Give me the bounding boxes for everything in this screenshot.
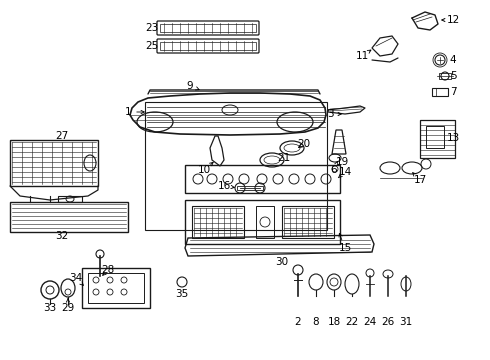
Text: 4: 4: [450, 55, 456, 65]
Bar: [256, 206, 274, 238]
Text: 6: 6: [331, 165, 337, 175]
Text: 25: 25: [146, 41, 159, 51]
Text: 19: 19: [335, 157, 348, 167]
Bar: [145, 102, 327, 230]
Bar: [160, 24, 256, 32]
Bar: [10, 140, 98, 186]
Text: 14: 14: [339, 167, 352, 177]
Text: 15: 15: [339, 243, 352, 253]
Bar: [237, 186, 263, 190]
Text: 13: 13: [446, 133, 460, 143]
Bar: [82, 268, 150, 308]
Bar: [420, 120, 455, 158]
Text: 27: 27: [55, 131, 69, 141]
Bar: [426, 126, 444, 148]
Text: 8: 8: [313, 317, 319, 327]
Text: 18: 18: [327, 317, 341, 327]
Text: 12: 12: [446, 15, 460, 25]
Text: 28: 28: [101, 265, 115, 275]
Text: 29: 29: [61, 303, 74, 313]
Bar: [185, 165, 340, 193]
Bar: [58, 196, 82, 202]
Text: 26: 26: [381, 317, 394, 327]
Text: 3: 3: [327, 109, 333, 119]
Text: 22: 22: [345, 317, 359, 327]
Text: 1: 1: [124, 107, 131, 117]
Text: 21: 21: [277, 153, 291, 163]
Text: 32: 32: [55, 231, 69, 241]
Text: 7: 7: [450, 87, 456, 97]
Text: 30: 30: [275, 257, 289, 267]
Text: 24: 24: [364, 317, 377, 327]
Bar: [432, 88, 448, 96]
Bar: [192, 206, 244, 238]
Text: 11: 11: [355, 51, 368, 61]
Text: 20: 20: [297, 139, 311, 149]
Text: 34: 34: [70, 273, 83, 283]
Text: 33: 33: [44, 303, 57, 313]
Text: 10: 10: [197, 165, 211, 175]
Bar: [160, 42, 256, 50]
Bar: [439, 73, 451, 79]
Text: 5: 5: [450, 71, 456, 81]
Text: 2: 2: [294, 317, 301, 327]
Bar: [282, 206, 334, 238]
Text: 35: 35: [175, 289, 189, 299]
Text: 23: 23: [146, 23, 159, 33]
Bar: [10, 202, 128, 232]
Bar: [88, 273, 144, 303]
Text: 16: 16: [218, 181, 231, 191]
Text: 31: 31: [399, 317, 413, 327]
Text: 9: 9: [187, 81, 194, 91]
Text: 17: 17: [414, 175, 427, 185]
Bar: [185, 200, 340, 244]
